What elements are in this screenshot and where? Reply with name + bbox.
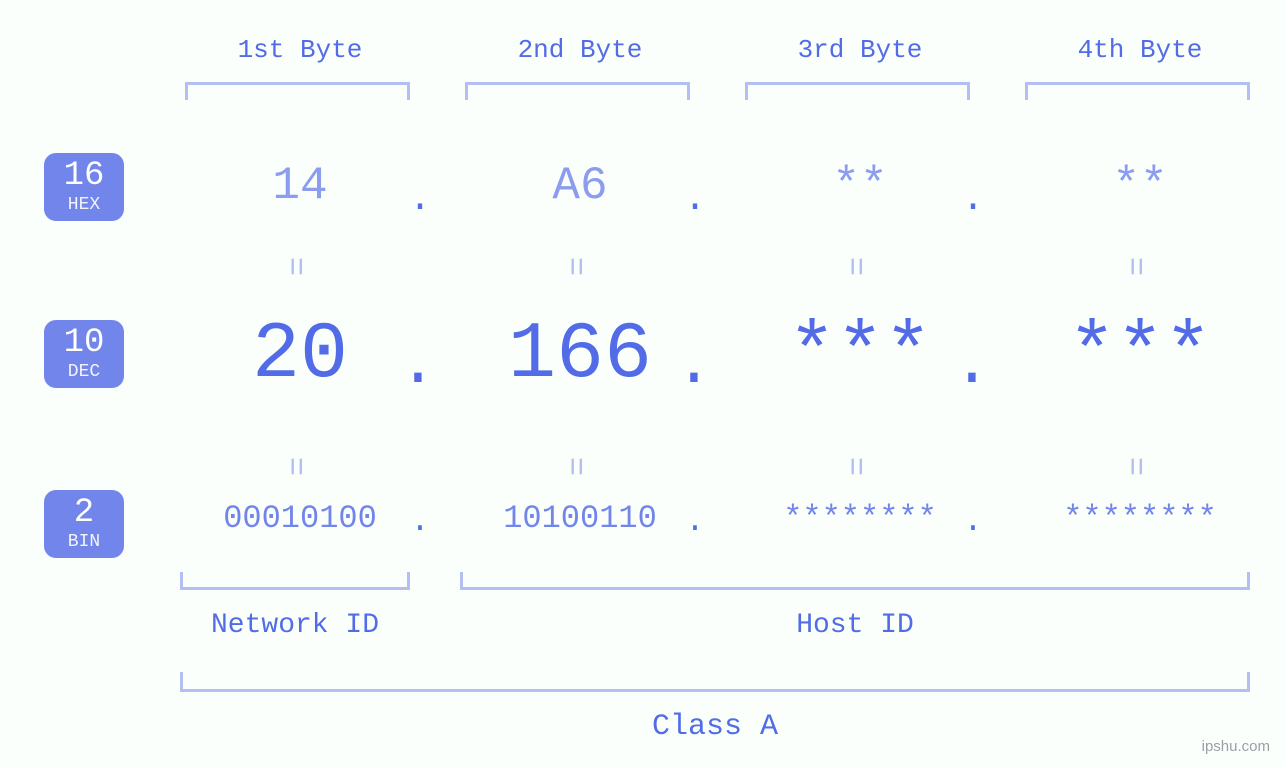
eq-1-3: = <box>836 257 873 276</box>
bin-byte-4: ******** <box>1020 500 1260 537</box>
eq-2-2: = <box>556 457 593 476</box>
byte-header-2: 2nd Byte <box>460 35 700 65</box>
hex-byte-4: ** <box>1020 160 1260 212</box>
host-id-bracket <box>460 572 1250 590</box>
hex-dot-3: . <box>958 178 988 221</box>
dec-dot-3: . <box>952 330 992 402</box>
eq-2-1: = <box>276 457 313 476</box>
eq-1-1: = <box>276 257 313 276</box>
ip-diagram: 1st Byte 2nd Byte 3rd Byte 4th Byte 16 H… <box>0 0 1285 767</box>
bin-byte-2: 10100110 <box>460 500 700 537</box>
dec-dot-2: . <box>674 330 714 402</box>
class-bracket <box>180 672 1250 692</box>
host-id-label: Host ID <box>460 610 1250 641</box>
byte-header-1: 1st Byte <box>180 35 420 65</box>
network-id-label: Network ID <box>180 610 410 641</box>
bin-dot-2: . <box>680 503 710 540</box>
class-label: Class A <box>180 710 1250 744</box>
eq-1-4: = <box>1116 257 1153 276</box>
top-bracket-4 <box>1025 82 1250 100</box>
hex-dot-2: . <box>680 178 710 221</box>
bin-dot-1: . <box>405 503 435 540</box>
dec-byte-1: 20 <box>180 310 420 401</box>
eq-2-4: = <box>1116 457 1153 476</box>
hex-byte-1: 14 <box>180 160 420 212</box>
badge-bin-lbl: BIN <box>44 532 124 552</box>
top-bracket-1 <box>185 82 410 100</box>
badge-dec-num: 10 <box>44 326 124 360</box>
dec-byte-3: *** <box>740 310 980 401</box>
eq-1-2: = <box>556 257 593 276</box>
badge-dec: 10 DEC <box>44 320 124 388</box>
badge-dec-lbl: DEC <box>44 362 124 382</box>
bin-byte-1: 00010100 <box>180 500 420 537</box>
top-bracket-3 <box>745 82 970 100</box>
bin-dot-3: . <box>958 503 988 540</box>
dec-byte-4: *** <box>1020 310 1260 401</box>
byte-header-4: 4th Byte <box>1020 35 1260 65</box>
badge-hex-num: 16 <box>44 159 124 193</box>
byte-header-3: 3rd Byte <box>740 35 980 65</box>
top-bracket-2 <box>465 82 690 100</box>
hex-byte-2: A6 <box>460 160 700 212</box>
bin-byte-3: ******** <box>740 500 980 537</box>
dec-dot-1: . <box>398 330 438 402</box>
badge-bin: 2 BIN <box>44 490 124 558</box>
dec-byte-2: 166 <box>460 310 700 401</box>
badge-bin-num: 2 <box>44 496 124 530</box>
badge-hex: 16 HEX <box>44 153 124 221</box>
badge-hex-lbl: HEX <box>44 195 124 215</box>
eq-2-3: = <box>836 457 873 476</box>
hex-byte-3: ** <box>740 160 980 212</box>
watermark: ipshu.com <box>1202 738 1270 755</box>
hex-dot-1: . <box>405 178 435 221</box>
network-id-bracket <box>180 572 410 590</box>
